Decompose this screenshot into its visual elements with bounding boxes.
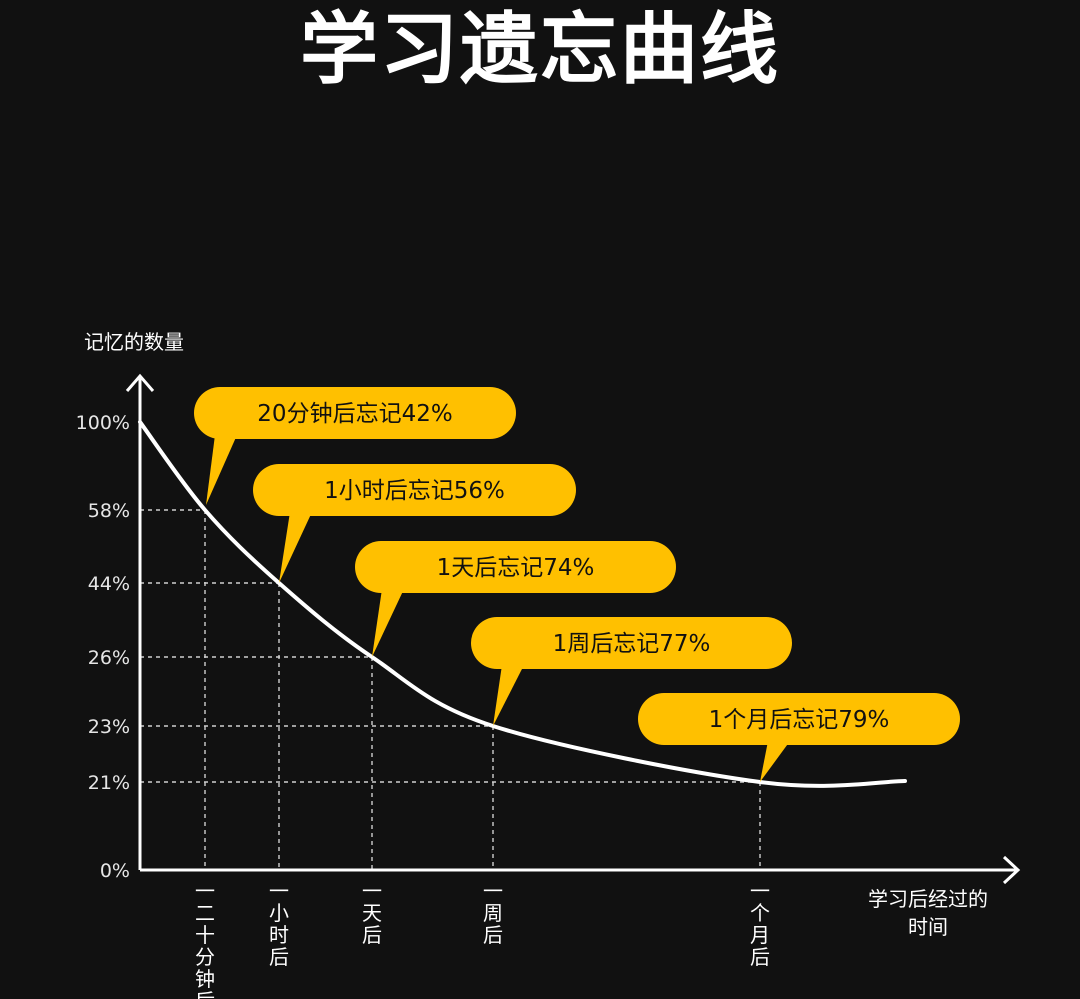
x-axis-arrow [1002, 855, 1021, 885]
x-tick-label: 一 [483, 879, 503, 903]
callout-bubble: 1天后忘记74% [355, 541, 676, 657]
x-tick-label: 一 [195, 879, 215, 903]
grid-layer [140, 509, 761, 870]
x-tick-label: 后 [750, 945, 770, 969]
x-tick-label: 一 [362, 879, 382, 903]
x-tick-label: 分 [195, 945, 215, 969]
callout-pointer [206, 435, 237, 505]
callout-pointer [493, 665, 524, 726]
callout-label: 1小时后忘记56% [324, 478, 505, 504]
x-tick-label: 个 [750, 901, 770, 925]
callout-label: 1个月后忘记79% [709, 707, 890, 733]
callouts: 20分钟后忘记42% 1小时后忘记56% 1天后忘记74% 1周后忘记77% 1个月后忘… [194, 387, 960, 782]
y-tick-label: 21% [88, 772, 130, 794]
x-tick-label: 月 [750, 923, 770, 947]
callout-pointer [279, 512, 312, 583]
y-tick-label: 44% [88, 573, 130, 595]
x-tick-label: 一 [269, 879, 289, 903]
callout-box [471, 617, 792, 669]
x-tick-label: 钟 [195, 967, 215, 991]
callout-bubble: 20分钟后忘记42% [194, 387, 516, 505]
x-tick-label: 后 [483, 923, 503, 947]
y-axis-title: 记忆的数量 [84, 330, 184, 354]
callout-box [194, 387, 516, 439]
y-tick-label: 100% [76, 412, 130, 434]
page-title: 学习遗忘曲线 [299, 5, 780, 95]
y-tick-label: 23% [88, 716, 130, 738]
x-tick-label: 小 [269, 901, 289, 925]
callout-label: 1周后忘记77% [553, 631, 711, 657]
forgetting-curve-line [138, 420, 907, 788]
x-tick-label: 二 [195, 901, 215, 925]
y-tick-label: 58% [88, 500, 130, 522]
callout-box [253, 464, 576, 516]
x-tick-label: 后 [362, 923, 382, 947]
y-axis-arrow [125, 373, 155, 392]
x-tick-labels: 一二十分钟后一小时后一天后一周后一个月后 [195, 879, 770, 999]
x-tick-label: 时 [269, 923, 289, 947]
callout-pointer [372, 589, 404, 657]
x-axis-title-line1: 学习后经过的 [868, 887, 988, 911]
callout-bubble: 1个月后忘记79% [638, 693, 960, 782]
callout-box [638, 693, 960, 745]
y-tick-label: 26% [88, 647, 130, 669]
callout-pointer [760, 741, 790, 782]
x-tick-label: 后 [269, 945, 289, 969]
axis-layer: 记忆的数量 学习后经过的 时间 [84, 330, 1021, 939]
x-tick-label: 天 [362, 901, 382, 925]
x-tick-label: 十 [195, 923, 215, 947]
x-tick-label: 后 [195, 989, 215, 999]
x-tick-label: 一 [750, 879, 770, 903]
callout-label: 1天后忘记74% [437, 555, 595, 581]
y-tick-label: 0% [100, 860, 130, 882]
callout-bubble: 1周后忘记77% [471, 617, 792, 726]
callout-bubble: 1小时后忘记56% [253, 464, 576, 583]
y-tick-labels: 100% 58% 44% 26% 23% 21% 0% [76, 412, 130, 882]
x-tick-label: 周 [483, 901, 503, 925]
x-axis-title-line2: 时间 [908, 915, 948, 939]
callout-box [355, 541, 676, 593]
callout-label: 20分钟后忘记42% [257, 401, 452, 427]
